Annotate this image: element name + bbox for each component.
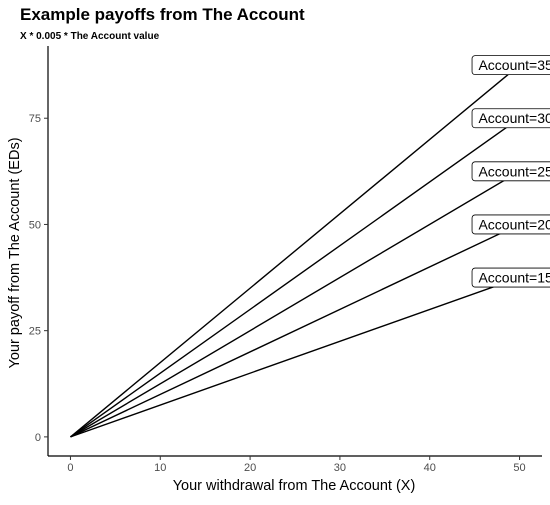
series-label-box <box>471 108 550 129</box>
series-line <box>70 223 520 438</box>
plot-area: 0 10 20 30 40 50 0 25 50 75 Account=150 Account=200… <box>29 46 550 474</box>
x-tick-label: 30 <box>334 462 346 474</box>
x-axis-title: Your withdrawal from The Account (X) <box>173 478 416 494</box>
chart-title: Example payoffs from The Account <box>20 5 305 24</box>
y-axis-title: Your payoff from The Account (EDs) <box>7 137 23 368</box>
series-line <box>70 276 520 438</box>
series-line <box>70 117 520 438</box>
y-tick-label: 50 <box>29 219 41 231</box>
series-label-box <box>471 267 550 288</box>
series-label: Account=150 <box>478 270 550 286</box>
series-label-box <box>471 161 550 182</box>
series-label-box <box>471 214 550 235</box>
series-line <box>70 64 520 438</box>
series-label: Account=300 <box>478 110 550 126</box>
series-label: Account=200 <box>478 216 550 232</box>
y-tick-label: 75 <box>29 113 41 125</box>
y-tick-label: 0 <box>35 432 41 444</box>
series-label-box <box>471 55 550 76</box>
series-label: Account=350 <box>478 57 550 73</box>
chart-subtitle: X * 0.005 * The Account value <box>20 31 160 42</box>
series-label: Account=250 <box>478 163 550 179</box>
x-tick-label: 10 <box>154 462 166 474</box>
x-tick-label: 0 <box>67 462 73 474</box>
y-tick-label: 25 <box>29 326 41 338</box>
series-line <box>70 170 520 438</box>
x-tick-label: 20 <box>244 462 256 474</box>
x-tick-label: 40 <box>424 462 436 474</box>
x-tick-label: 50 <box>513 462 525 474</box>
